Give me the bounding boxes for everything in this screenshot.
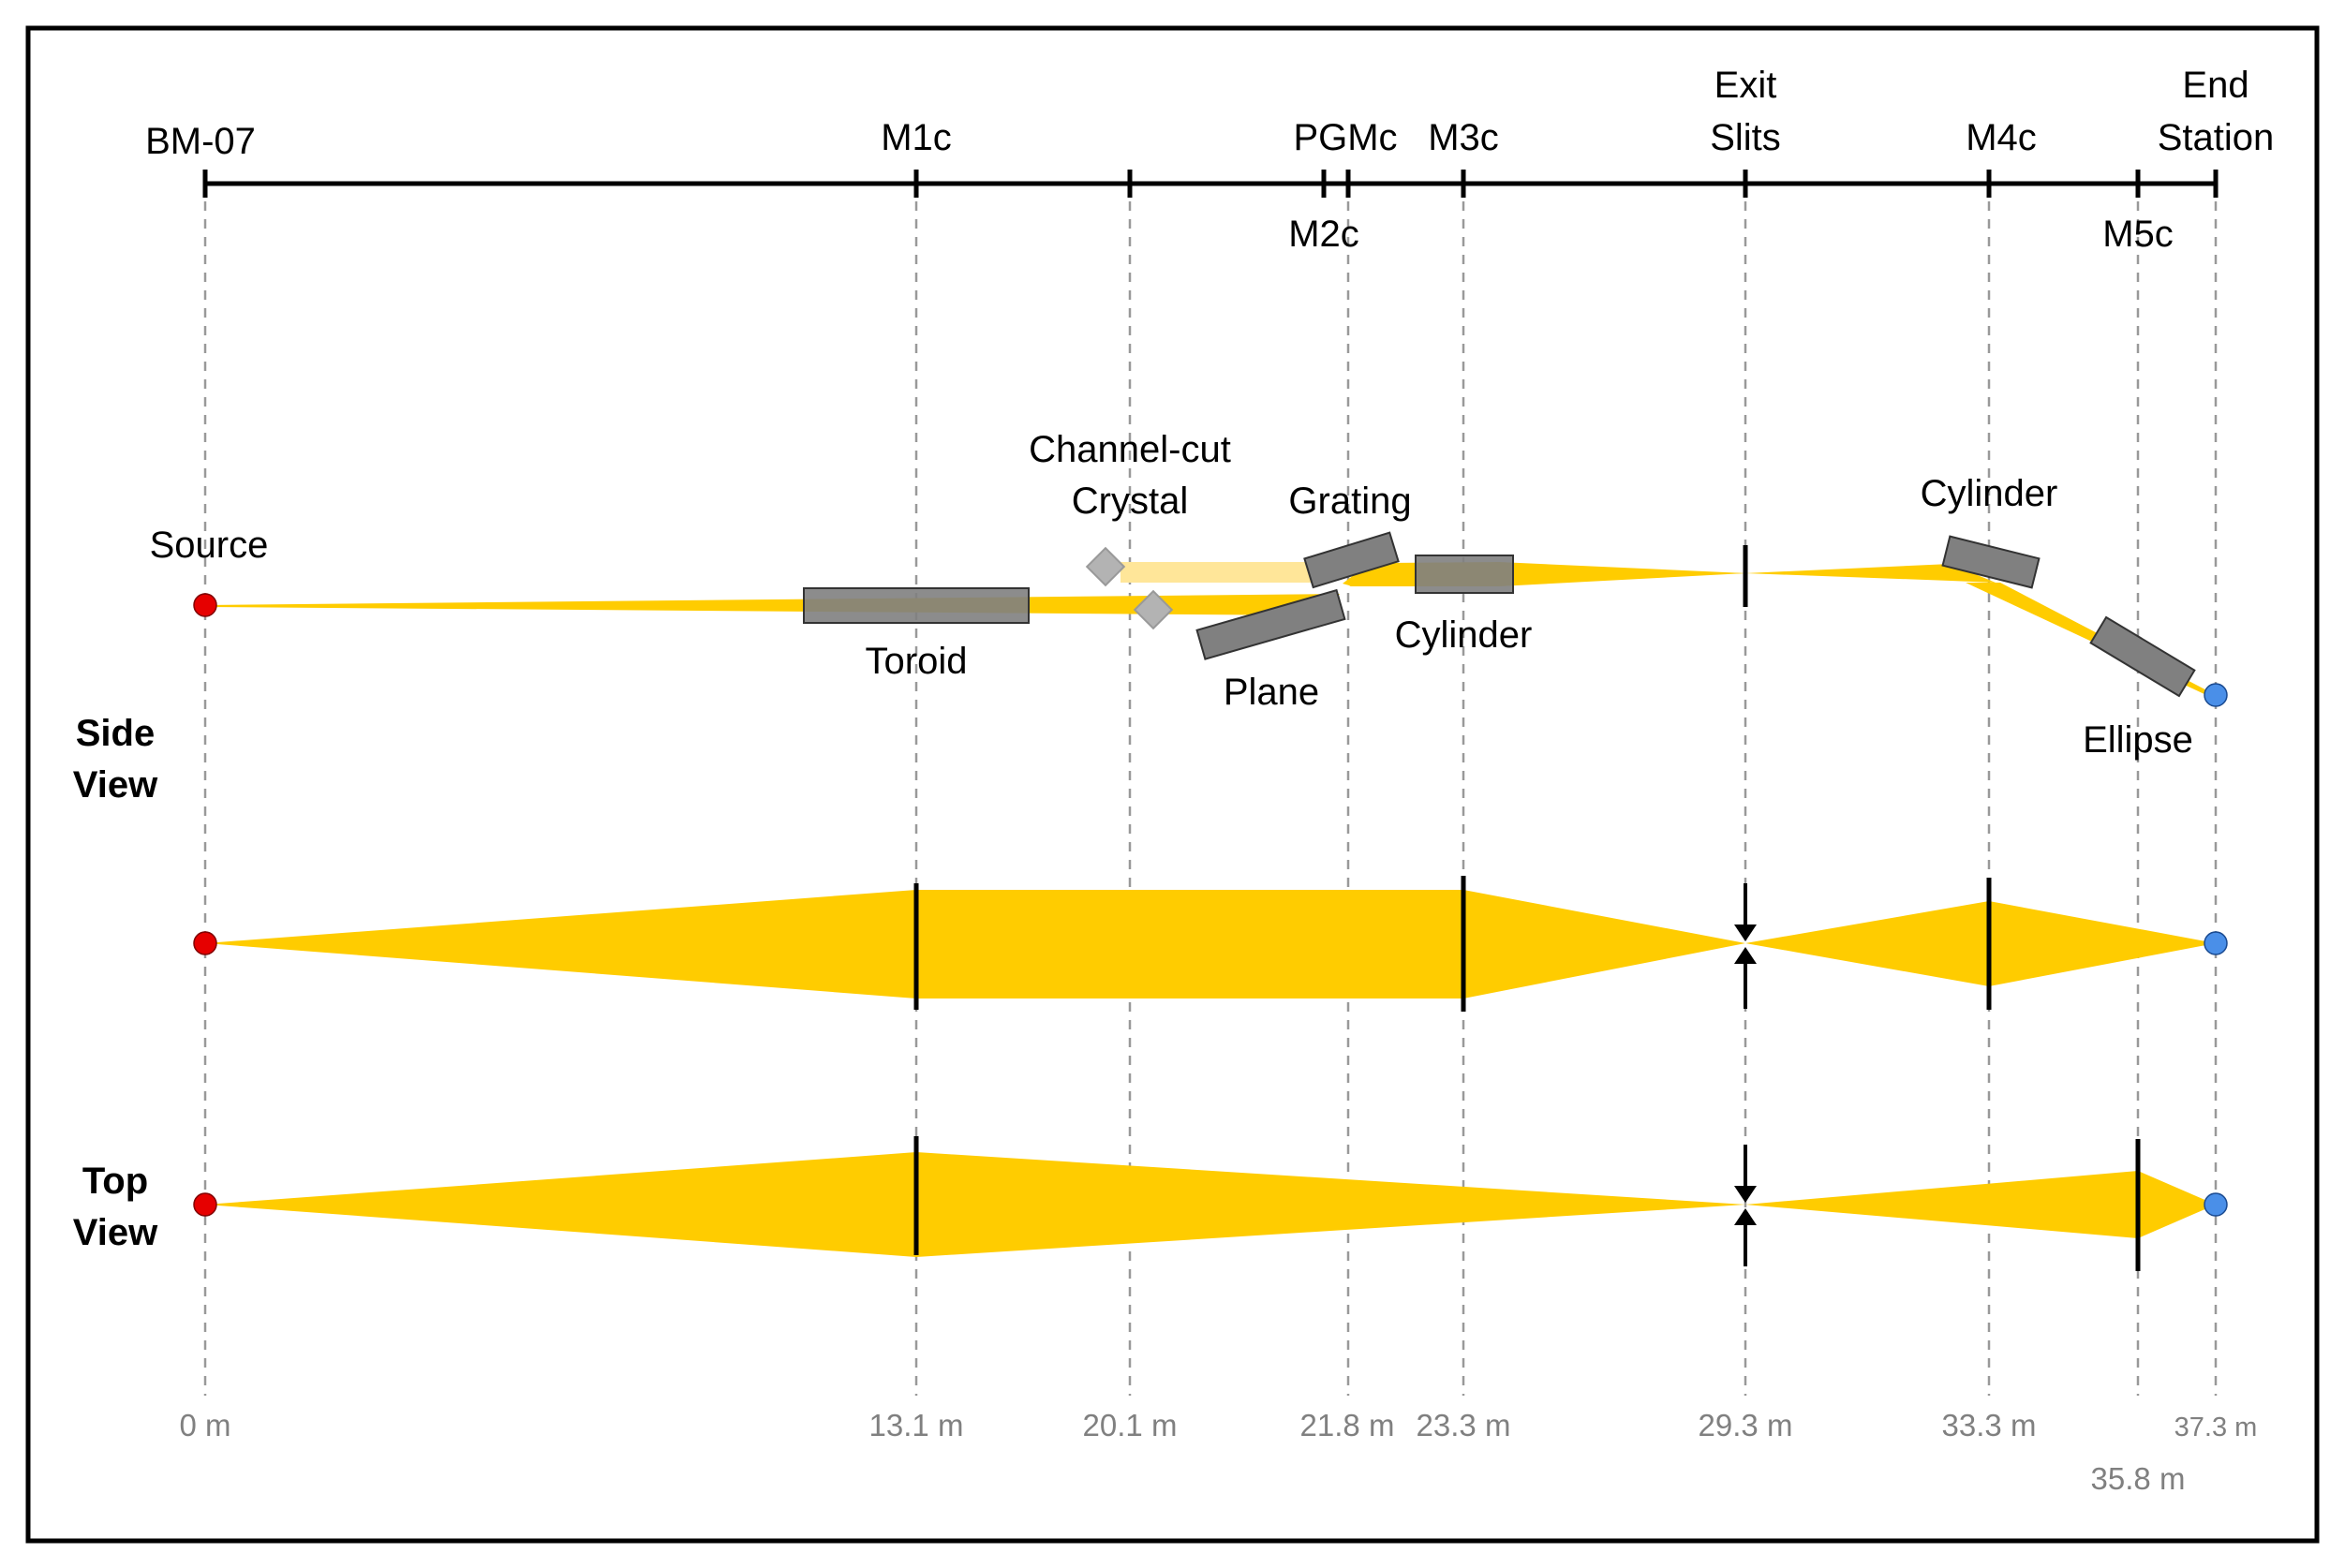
label-m2c: M2c [1288, 214, 1359, 255]
top-end-point [2204, 1192, 2228, 1217]
side-beam-source-to-m1 [205, 890, 916, 998]
optical-layout [193, 531, 2228, 707]
label-toroid: Toroid [866, 641, 968, 682]
distance-33-3m: 33.3 m [1942, 1408, 2037, 1442]
distance-23-3m: 23.3 m [1417, 1408, 1511, 1442]
side-beam-slit-to-m4 [1745, 901, 1989, 986]
distance-13-1m: 13.1 m [869, 1408, 964, 1442]
label-plane: Plane [1224, 672, 1319, 713]
beam-incoming [205, 594, 1340, 615]
top-view-envelope [193, 1136, 2228, 1271]
side-source-point [193, 931, 217, 955]
distance-0m: 0 m [179, 1408, 230, 1442]
cylinder-m4-mirror [1941, 535, 2041, 589]
label-m5c: M5c [2102, 214, 2174, 255]
label-pgmc: PGMc [1293, 117, 1397, 158]
top-beam-m5-to-end [2138, 1171, 2216, 1238]
side-beam-m3-to-slit [1463, 890, 1745, 998]
label-source: Source [150, 525, 269, 566]
source-point-optical [193, 593, 217, 617]
grating-mirror [1303, 531, 1400, 589]
label-end-station-2: Station [2158, 117, 2275, 158]
label-channel-cut-1: Channel-cut [1029, 429, 1231, 470]
label-grating: Grating [1288, 481, 1411, 522]
side-view-label-2: View [73, 764, 158, 806]
label-exit-slits-2: Slits [1710, 117, 1781, 158]
label-cylinder-m4: Cylinder [1921, 473, 2058, 514]
top-axis [202, 170, 2219, 198]
label-channel-cut-2: Crystal [1072, 481, 1188, 522]
top-source-point [193, 1192, 217, 1217]
top-exit-slit-marker [1734, 1145, 1757, 1266]
label-end-station-1: End [2182, 65, 2249, 106]
distance-35-8m: 35.8 m [2091, 1461, 2186, 1496]
side-end-point [2204, 931, 2228, 955]
label-ellipse: Ellipse [2083, 719, 2193, 761]
distance-37-3m: 37.3 m [2174, 1413, 2258, 1442]
side-view-label-1: Side [76, 713, 155, 754]
top-view-label-2: View [73, 1212, 158, 1253]
distance-20-1m: 20.1 m [1083, 1408, 1178, 1442]
toroid-mirror [803, 587, 1030, 624]
end-point-optical [2204, 683, 2228, 707]
side-beam-m1-to-m3 [916, 890, 1463, 998]
guide-lines [203, 184, 2218, 1396]
channel-cut-crystal-upper [1085, 546, 1126, 587]
cylinder-m3-mirror [1415, 555, 1514, 594]
label-cylinder-m3: Cylinder [1395, 614, 1533, 656]
side-view-envelope [193, 876, 2228, 1012]
side-exit-slit-marker [1734, 883, 1757, 1009]
beam-to-m4 [1745, 564, 1996, 583]
label-m3c: M3c [1428, 117, 1499, 158]
distance-29-3m: 29.3 m [1699, 1408, 1793, 1442]
label-m4c: M4c [1966, 117, 2037, 158]
crystal-beam-path [1121, 562, 1316, 583]
top-beam-slit-to-m5 [1745, 1171, 2138, 1238]
label-exit-slits-1: Exit [1714, 65, 1777, 106]
channel-cut-crystal-lower [1133, 589, 1174, 630]
ellipse-mirror [2089, 615, 2196, 698]
plane-mirror [1195, 588, 1346, 660]
top-beam-m1-to-slit [916, 1152, 1745, 1257]
top-view-label-1: Top [82, 1161, 148, 1202]
outer-frame [25, 25, 2320, 1544]
label-bm07: BM-07 [145, 121, 256, 162]
distance-21-8m: 21.8 m [1300, 1408, 1395, 1442]
side-beam-m4-to-end [1989, 901, 2216, 986]
label-m1c: M1c [881, 117, 952, 158]
top-beam-source-to-m1 [205, 1152, 916, 1257]
